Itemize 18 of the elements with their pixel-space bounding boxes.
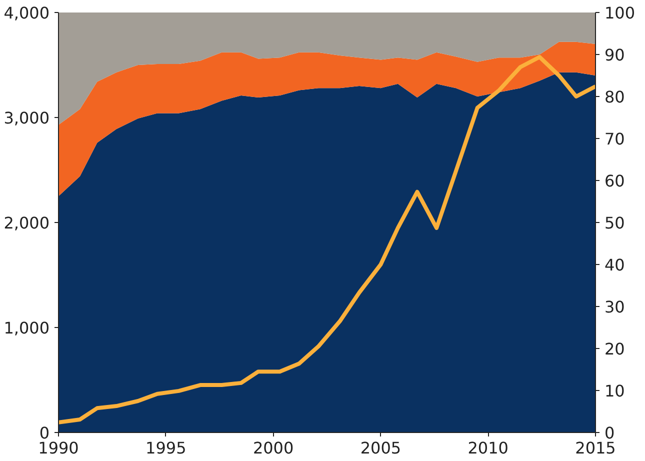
y-tick-label: 2,000 [4, 214, 50, 232]
x-tick-label: 2005 [360, 438, 402, 458]
y2-tick-label: 70 [604, 130, 625, 148]
x-tick-label: 1995 [146, 438, 186, 458]
y2-tick-label: 30 [604, 298, 625, 316]
y2-tick-label: 80 [604, 88, 625, 106]
y2-tick-label: 20 [604, 340, 625, 358]
y2-tick-label: 50 [604, 214, 625, 232]
y2-tick-label: 10 [604, 382, 625, 400]
y2-tick-label: 100 [604, 4, 636, 22]
y-tick-label: 1,000 [4, 318, 50, 338]
y2-tick-label: 40 [604, 256, 625, 274]
y-tick-label: 3,000 [4, 108, 50, 128]
y2-tick-label: 60 [604, 172, 625, 190]
y2-tick-label: 90 [604, 46, 625, 64]
x-tick-label: 2000 [252, 438, 294, 458]
x-tick-label: 2010 [468, 438, 508, 458]
y-tick-label: 4,000 [4, 4, 50, 22]
